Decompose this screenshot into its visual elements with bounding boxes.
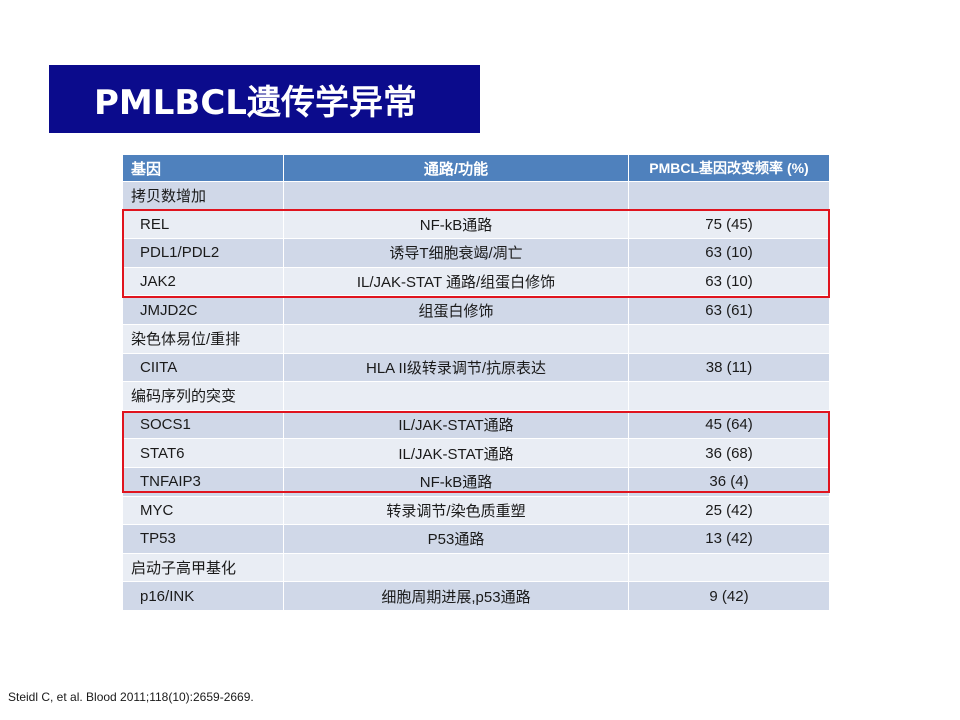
frequency-cell: 25 (42) (628, 495, 830, 526)
gene-cell: TNFAIP3 (122, 466, 284, 497)
frequency-cell: 75 (45) (628, 209, 830, 240)
table-row: STAT6 IL/JAK-STAT通路 36 (68) (122, 438, 830, 468)
pathway-cell (283, 181, 629, 211)
frequency-cell: 36 (4) (628, 466, 830, 497)
frequency-cell: 9 (42) (628, 581, 830, 611)
frequency-cell: 63 (10) (628, 238, 830, 268)
table-row: p16/INK 细胞周期进展,p53通路 9 (42) (122, 581, 830, 611)
table-row: MYC 转录调节/染色质重塑 25 (42) (122, 495, 830, 526)
slide-title: PMLBCL遗传学异常 (49, 65, 480, 133)
table-header-row: 基因 通路/功能 PMBCL基因改变频率 (%) (122, 154, 830, 182)
gene-cell: 启动子高甲基化 (122, 552, 284, 583)
table-row: JMJD2C 组蛋白修饰 63 (61) (122, 295, 830, 325)
frequency-cell: 45 (64) (628, 409, 830, 440)
frequency-cell: 63 (61) (628, 295, 830, 325)
header-pathway: 通路/功能 (283, 154, 629, 182)
frequency-cell (628, 381, 830, 411)
table-category-row: 拷贝数增加 (122, 181, 830, 211)
pathway-cell: P53通路 (283, 524, 629, 554)
table-row: CIITA HLA II级转录调节/抗原表达 38 (11) (122, 352, 830, 383)
pathway-cell (283, 381, 629, 411)
table-row: SOCS1 IL/JAK-STAT通路 45 (64) (122, 409, 830, 440)
table-row: TNFAIP3 NF-kB通路 36 (4) (122, 466, 830, 497)
gene-cell: TP53 (122, 524, 284, 554)
pathway-cell: IL/JAK-STAT通路 (283, 438, 629, 468)
table-category-row: 编码序列的突变 (122, 381, 830, 411)
table-body: 拷贝数增加 REL NF-kB通路 75 (45) PDL1/PDL2 诱导T细胞衰竭/凋… (122, 181, 830, 611)
pathway-cell: HLA II级转录调节/抗原表达 (283, 352, 629, 383)
pathway-cell: IL/JAK-STAT 通路/组蛋白修饰 (283, 266, 629, 297)
gene-alteration-table: 基因 通路/功能 PMBCL基因改变频率 (%) 拷贝数增加 REL NF-kB通路… (122, 154, 830, 611)
gene-cell: SOCS1 (122, 409, 284, 440)
gene-cell: REL (122, 209, 284, 240)
slide-title-text: PMLBCL遗传学异常 (94, 82, 417, 123)
frequency-cell: 63 (10) (628, 266, 830, 297)
gene-cell: p16/INK (122, 581, 284, 611)
pathway-cell: 转录调节/染色质重塑 (283, 495, 629, 526)
table-row: REL NF-kB通路 75 (45) (122, 209, 830, 240)
gene-cell: JMJD2C (122, 295, 284, 325)
frequency-cell (628, 181, 830, 211)
pathway-cell: 诱导T细胞衰竭/凋亡 (283, 238, 629, 268)
header-frequency: PMBCL基因改变频率 (%) (628, 154, 830, 182)
gene-cell: 编码序列的突变 (122, 381, 284, 411)
table-row: JAK2 IL/JAK-STAT 通路/组蛋白修饰 63 (10) (122, 266, 830, 297)
pathway-cell (283, 323, 629, 354)
pathway-cell: 组蛋白修饰 (283, 295, 629, 325)
gene-cell: 拷贝数增加 (122, 181, 284, 211)
table-category-row: 染色体易位/重排 (122, 323, 830, 354)
frequency-cell: 13 (42) (628, 524, 830, 554)
frequency-cell: 36 (68) (628, 438, 830, 468)
pathway-cell: IL/JAK-STAT通路 (283, 409, 629, 440)
table-row: TP53 P53通路 13 (42) (122, 524, 830, 554)
gene-cell: 染色体易位/重排 (122, 323, 284, 354)
pathway-cell: NF-kB通路 (283, 466, 629, 497)
pathway-cell: 细胞周期进展,p53通路 (283, 581, 629, 611)
gene-cell: JAK2 (122, 266, 284, 297)
frequency-cell: 38 (11) (628, 352, 830, 383)
header-gene: 基因 (122, 154, 284, 182)
pathway-cell: NF-kB通路 (283, 209, 629, 240)
citation-text: Steidl C, et al. Blood 2011;118(10):2659… (8, 690, 254, 704)
gene-cell: STAT6 (122, 438, 284, 468)
frequency-cell (628, 552, 830, 583)
frequency-cell (628, 323, 830, 354)
table-row: PDL1/PDL2 诱导T细胞衰竭/凋亡 63 (10) (122, 238, 830, 268)
table-category-row: 启动子高甲基化 (122, 552, 830, 583)
pathway-cell (283, 552, 629, 583)
gene-cell: MYC (122, 495, 284, 526)
gene-cell: CIITA (122, 352, 284, 383)
gene-cell: PDL1/PDL2 (122, 238, 284, 268)
